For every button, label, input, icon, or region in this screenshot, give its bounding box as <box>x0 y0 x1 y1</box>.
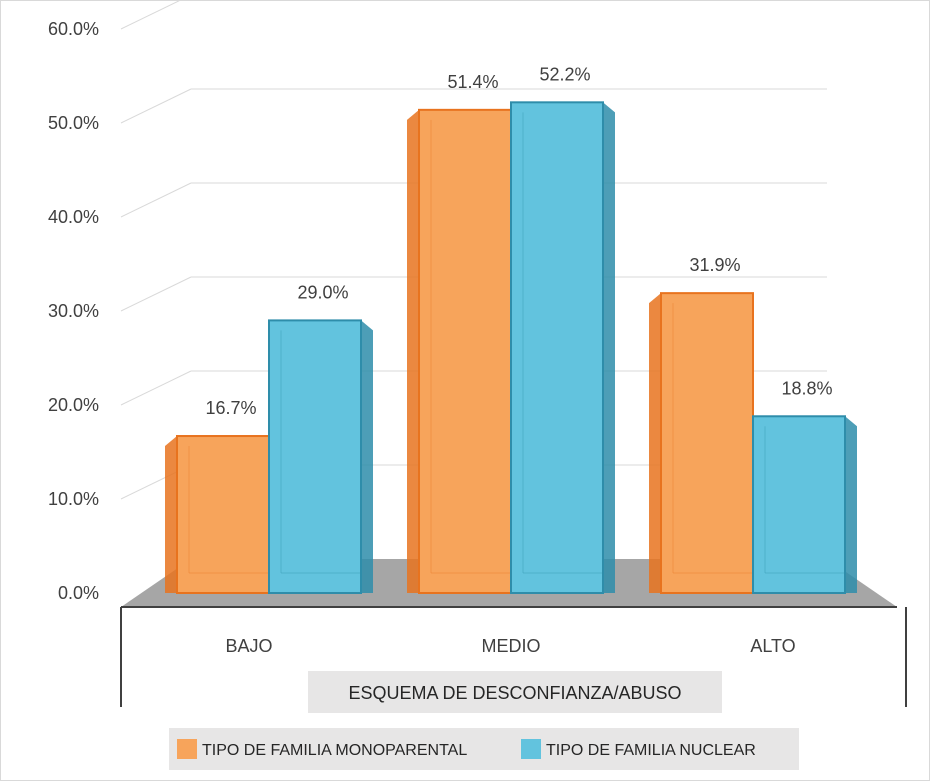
y-tick-label: 40.0% <box>48 207 99 227</box>
y-tick-label: 60.0% <box>48 19 99 39</box>
y-tick-label: 10.0% <box>48 489 99 509</box>
x-axis-title: ESQUEMA DE DESCONFIANZA/ABUSO <box>348 683 681 703</box>
legend-box <box>169 728 799 770</box>
gridline-depth <box>120 1 180 30</box>
legend: TIPO DE FAMILIA MONOPARENTAL TIPO DE FAMI… <box>169 728 799 770</box>
legend-swatch <box>177 739 197 759</box>
bar-side-alto-monoparental <box>649 293 661 593</box>
bar-bajo-nuclear <box>268 319 362 594</box>
bar-side-medio-nuclear <box>603 102 615 593</box>
bar-medio-monoparental <box>418 108 512 594</box>
bar-bajo-monoparental <box>176 435 270 594</box>
bar-side-medio-monoparental <box>407 109 419 593</box>
bars <box>165 101 857 594</box>
y-tick-label: 0.0% <box>58 583 99 603</box>
legend-swatch <box>521 739 541 759</box>
gridline-depth <box>120 182 192 218</box>
y-axis-ticks: 0.0% 10.0% 20.0% 30.0% 40.0% 50.0% 60.0% <box>48 19 99 603</box>
bar-side-bajo-nuclear <box>361 320 373 593</box>
bar-alto-nuclear <box>752 415 846 594</box>
y-tick-label: 50.0% <box>48 113 99 133</box>
bar-alto-monoparental <box>660 292 754 594</box>
data-label: 18.8% <box>781 378 832 398</box>
category-label: BAJO <box>225 636 272 656</box>
data-label: 52.2% <box>539 64 590 84</box>
y-tick-label: 30.0% <box>48 301 99 321</box>
data-labels: 16.7% 29.0% 51.4% 52.2% 31.9% 18.8% <box>205 64 832 418</box>
gridline-depth <box>120 88 192 124</box>
gridline-depth <box>120 276 192 312</box>
data-label: 29.0% <box>297 282 348 302</box>
data-label: 31.9% <box>689 255 740 275</box>
category-label: ALTO <box>750 636 795 656</box>
bar-side-alto-nuclear <box>845 416 857 593</box>
data-label: 51.4% <box>447 72 498 92</box>
x-axis-title-box <box>308 671 722 713</box>
category-label: MEDIO <box>481 636 540 656</box>
data-label: 16.7% <box>205 398 256 418</box>
bar-medio-nuclear <box>510 101 604 594</box>
y-tick-label: 20.0% <box>48 395 99 415</box>
legend-label: TIPO DE FAMILIA NUCLEAR <box>546 742 756 759</box>
legend-label: TIPO DE FAMILIA MONOPARENTAL <box>202 742 467 759</box>
gridline-depth <box>120 370 192 406</box>
category-axis: BAJO MEDIO ALTO ESQUEMA DE DESCONFIANZA/ABU… <box>120 606 907 713</box>
bar-side-bajo-monoparental <box>165 436 177 593</box>
